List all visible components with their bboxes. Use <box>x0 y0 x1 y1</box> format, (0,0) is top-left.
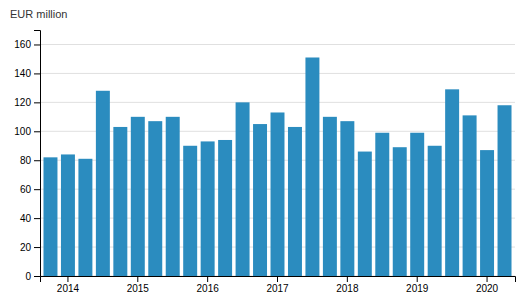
y-axis: 0 20 40 60 80 100 120 140 160 <box>14 31 40 282</box>
x-axis: 2014 2015 2016 2017 2018 2019 2020 <box>41 276 516 294</box>
tick: 2016 <box>197 276 220 294</box>
tick: 160 <box>14 39 40 50</box>
bar <box>201 141 215 276</box>
tick: 2015 <box>127 276 150 294</box>
bar <box>43 157 57 276</box>
tick-label: 2019 <box>406 283 429 294</box>
tick-label: 20 <box>20 242 32 253</box>
tick-mark <box>34 276 40 277</box>
tick: 2020 <box>476 276 499 294</box>
tick: 2018 <box>336 276 359 294</box>
tick-label: 100 <box>14 126 31 137</box>
bar <box>288 127 302 276</box>
tick-mark <box>34 218 40 219</box>
tick: 40 <box>20 213 40 224</box>
tick: 100 <box>14 126 40 137</box>
tick-label: 2020 <box>476 283 499 294</box>
bar <box>61 154 75 276</box>
tick-label: 0 <box>25 271 31 282</box>
tick-mark <box>34 102 40 103</box>
tick: 60 <box>20 184 40 195</box>
axis-line <box>34 31 41 277</box>
chart: 0204060801001201401602014201520162017201… <box>0 0 529 302</box>
tick-mark <box>67 276 68 282</box>
tick-mark <box>347 276 348 282</box>
bar <box>375 133 389 276</box>
axis-line <box>41 277 516 283</box>
tick-label: 2014 <box>57 283 80 294</box>
bar <box>445 89 459 276</box>
bar <box>218 140 232 276</box>
bar <box>271 112 285 276</box>
tick: 80 <box>20 155 40 166</box>
bar <box>236 102 250 276</box>
bar <box>428 146 442 276</box>
tick-mark <box>34 73 40 74</box>
bar <box>358 152 372 276</box>
bar <box>480 150 494 276</box>
tick-mark <box>207 276 208 282</box>
bar <box>463 115 477 276</box>
bar <box>393 147 407 276</box>
bar <box>323 117 337 276</box>
grid <box>40 44 515 276</box>
bar <box>183 146 197 276</box>
bar <box>410 133 424 276</box>
bar <box>340 121 354 276</box>
tick-label: 140 <box>14 68 31 79</box>
tick-label: 60 <box>20 184 32 195</box>
tick: 2017 <box>266 276 289 294</box>
tick: 20 <box>20 242 40 253</box>
bar <box>148 121 162 276</box>
tick-mark <box>137 276 138 282</box>
grid-line <box>40 44 515 45</box>
tick: 2014 <box>57 276 80 294</box>
axis-title: EUR million <box>10 8 67 20</box>
tick-mark <box>417 276 418 282</box>
bar <box>305 57 319 276</box>
tick-mark <box>34 189 40 190</box>
tick-mark <box>34 160 40 161</box>
bars <box>43 57 511 276</box>
tick-mark <box>34 44 40 45</box>
bar <box>253 124 267 276</box>
grid-line <box>40 102 515 103</box>
bar <box>78 159 92 276</box>
tick-mark <box>277 276 278 282</box>
bar <box>498 105 512 276</box>
plot: 0204060801001201401602014201520162017201… <box>14 31 515 295</box>
bar <box>96 91 110 276</box>
tick-label: 120 <box>14 97 31 108</box>
tick-label: 80 <box>20 155 32 166</box>
tick-mark <box>34 247 40 248</box>
bar <box>113 127 127 276</box>
tick: 120 <box>14 97 40 108</box>
bar <box>131 117 145 276</box>
tick-mark <box>34 131 40 132</box>
grid-line <box>40 73 515 74</box>
tick-mark <box>487 276 488 282</box>
tick: 0 <box>25 271 40 282</box>
tick-label: 160 <box>14 39 31 50</box>
tick-label: 40 <box>20 213 32 224</box>
tick-label: 2018 <box>336 283 359 294</box>
tick-label: 2015 <box>127 283 150 294</box>
tick-label: 2016 <box>197 283 220 294</box>
bar <box>166 117 180 276</box>
tick-label: 2017 <box>266 283 289 294</box>
tick: 140 <box>14 68 40 79</box>
tick: 2019 <box>406 276 429 294</box>
